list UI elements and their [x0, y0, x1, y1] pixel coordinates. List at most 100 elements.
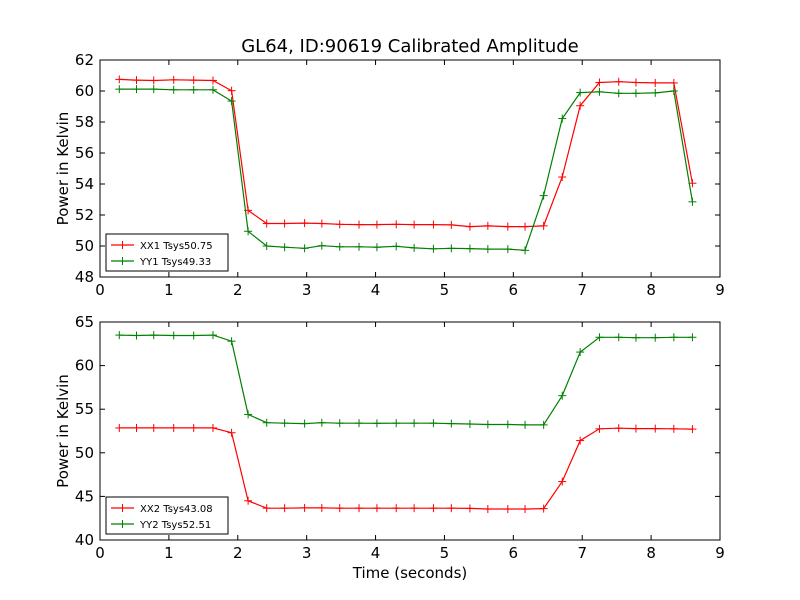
- data-point: [429, 419, 438, 428]
- data-point: [539, 420, 548, 429]
- data-point: [410, 419, 419, 428]
- data-point: [208, 423, 217, 432]
- data-point: [651, 78, 660, 87]
- data-point: [631, 424, 640, 433]
- data-point: [372, 243, 381, 252]
- data-point: [189, 85, 198, 94]
- x-tick-label: 9: [715, 544, 725, 562]
- data-point: [410, 243, 419, 252]
- data-point: [355, 419, 364, 428]
- series-line-xx: [119, 78, 693, 228]
- data-point: [149, 85, 158, 94]
- data-point: [262, 242, 271, 250]
- data-point: [669, 87, 678, 95]
- x-tick-label: 2: [233, 544, 243, 562]
- data-point: [631, 78, 640, 87]
- data-point: [483, 245, 492, 254]
- y-tick-label: 52: [75, 206, 94, 224]
- data-point: [317, 219, 326, 228]
- data-point: [335, 220, 344, 229]
- data-point: [521, 246, 530, 255]
- data-point: [503, 222, 512, 231]
- data-point: [465, 222, 474, 231]
- data-point: [631, 333, 640, 342]
- data-point: [669, 333, 678, 342]
- data-point: [576, 436, 585, 445]
- data-point: [447, 244, 456, 253]
- legend-box: [105, 233, 229, 272]
- data-point: [503, 505, 512, 514]
- y-tick-label: 45: [75, 487, 94, 505]
- data-point: [651, 333, 660, 342]
- data-point: [317, 241, 326, 250]
- y-tick-label: 65: [75, 313, 94, 331]
- y-axis-label: Power in Kelvin: [54, 112, 72, 226]
- data-point: [280, 419, 289, 428]
- data-point: [614, 333, 623, 342]
- data-point: [651, 88, 660, 97]
- data-point: [483, 221, 492, 230]
- data-point: [614, 89, 623, 98]
- data-point: [169, 85, 178, 94]
- data-point: [558, 173, 567, 182]
- data-point: [244, 410, 253, 419]
- x-tick-label: 7: [577, 281, 587, 299]
- series-line-xx: [119, 427, 693, 510]
- x-tick-label: 2: [233, 281, 243, 299]
- data-point: [392, 242, 401, 251]
- data-point: [244, 227, 253, 236]
- x-axis-label: Time (seconds): [352, 564, 468, 582]
- data-point: [595, 333, 604, 342]
- data-point: [392, 504, 401, 513]
- data-point: [595, 424, 604, 433]
- data-point: [392, 220, 401, 229]
- data-point: [227, 337, 236, 346]
- legend-label: YY1 Tsys49.33: [139, 257, 211, 268]
- data-point: [335, 504, 344, 513]
- y-axis-label: Power in Kelvin: [54, 374, 72, 488]
- x-tick-label: 0: [95, 281, 105, 299]
- data-point: [280, 243, 289, 252]
- x-tick-label: 8: [646, 281, 656, 299]
- data-point: [392, 419, 401, 428]
- data-point: [262, 504, 271, 513]
- data-point: [208, 331, 217, 340]
- data-point: [372, 419, 381, 428]
- data-point: [669, 78, 678, 87]
- legend: XX2 Tsys43.08 YY2 Tsys52.51: [105, 496, 229, 535]
- series-line-yy: [119, 334, 693, 426]
- x-tick-label: 4: [371, 544, 381, 562]
- data-point: [465, 244, 474, 253]
- y-tick-label: 50: [75, 237, 94, 255]
- x-tick-label: 3: [302, 281, 312, 299]
- y-tick-label: 60: [75, 357, 94, 375]
- data-point: [355, 242, 364, 251]
- data-point: [576, 348, 585, 357]
- y-tick-label: 50: [75, 444, 94, 462]
- data-point: [115, 331, 124, 340]
- data-point: [355, 504, 364, 513]
- data-point: [410, 504, 419, 513]
- data-point: [189, 331, 198, 340]
- data-point: [447, 419, 456, 428]
- y-tick-label: 40: [75, 531, 94, 549]
- data-point: [132, 76, 141, 85]
- x-tick-label: 6: [509, 544, 519, 562]
- data-point: [688, 425, 697, 434]
- data-point: [189, 76, 198, 85]
- legend: XX1 Tsys50.75 YY1 Tsys49.33: [105, 233, 229, 272]
- data-point: [132, 331, 141, 340]
- data-point: [521, 505, 530, 514]
- data-point: [483, 505, 492, 514]
- legend-label: YY2 Tsys52.51: [139, 520, 211, 531]
- data-point: [372, 504, 381, 513]
- x-tick-label: 5: [440, 281, 450, 299]
- data-point: [227, 428, 236, 437]
- data-point: [335, 242, 344, 251]
- chart-title: GL64, ID:90619 Calibrated Amplitude: [241, 36, 579, 57]
- x-tick-label: 4: [371, 281, 381, 299]
- data-point: [521, 222, 530, 231]
